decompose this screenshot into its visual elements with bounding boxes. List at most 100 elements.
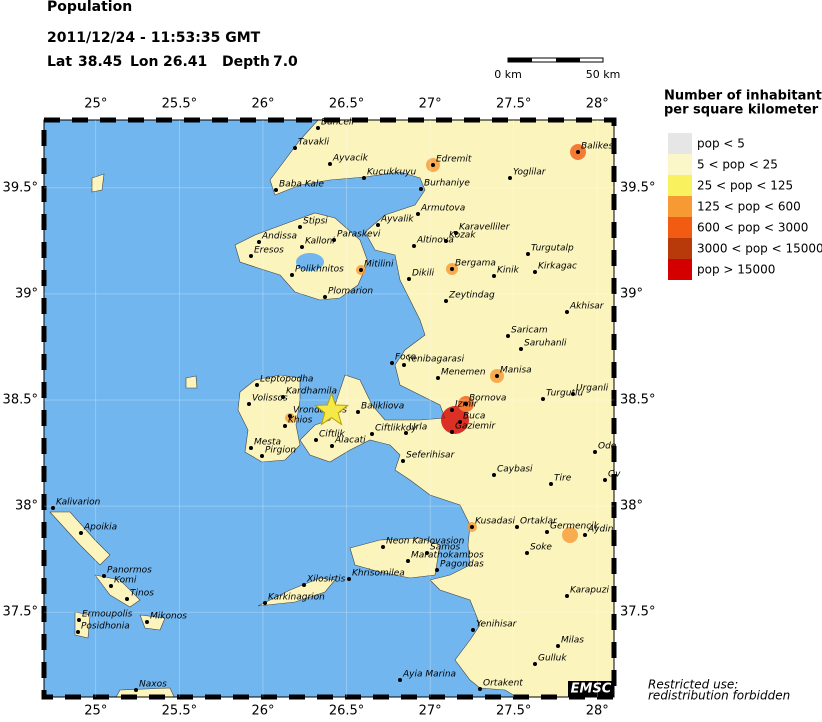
place-label: Posidhonia [81,622,130,632]
place-label: Balikesi [581,142,616,152]
epicenter [313,392,350,426]
place-label: Yenibagarasi [407,355,465,365]
place-label: Armutova [420,204,465,214]
x-tick-label: 28° [586,97,609,112]
place-dot [370,432,374,436]
datetime: 2011/12/24 - 11:53:35 GMT [47,30,261,46]
place-dot [450,408,454,412]
place-dot [328,162,332,166]
place-dot [323,295,327,299]
place-dot [362,176,366,180]
place-dot [247,402,251,406]
y-tick-label: 37.5° [3,605,38,620]
place-label: Samos [430,543,461,553]
legend-label: 5 < pop < 25 [697,158,778,172]
depth-value: 7.0 [273,54,298,70]
x-tick-label: 25.5° [162,97,197,112]
place-label: Altinova [416,236,454,246]
place-dot [404,431,408,435]
place-dot [255,383,259,387]
legend-label: pop > 15000 [697,263,775,277]
place-label: Marathokambos [411,551,484,561]
legend-swatch [668,133,692,154]
place-dot [316,126,320,130]
place-label: Ode [598,442,617,452]
place-label: Vrondadhos [293,406,347,416]
place-dot [407,277,411,281]
y-tick-label: 39° [620,286,643,301]
legend-title: per square kilometer [664,103,819,118]
place-label: Eresos [254,246,284,256]
legend-swatch [668,238,692,259]
place-dot [541,397,545,401]
place-dot [281,395,285,399]
place-dot [381,545,385,549]
place-dot [249,446,253,450]
place-label: Menemen [441,368,486,378]
place-label: Karkinagrion [268,593,325,603]
x-tick-label: 27.5° [496,97,531,112]
x-tick-label: 27° [419,704,442,719]
place-dot [314,438,318,442]
place-dot [263,601,267,605]
place-label: Kalivarion [56,498,101,508]
place-dot [495,374,499,378]
place-dot [376,223,380,227]
place-dot [565,310,569,314]
x-tick-label: 26.5° [329,704,364,719]
place-dot [533,270,537,274]
place-label: Panormos [107,566,152,576]
place-dot [290,273,294,277]
place-dot [525,551,529,555]
place-dot [356,410,360,414]
place-label: Khios [288,416,313,426]
place-label: Saruhanli [524,339,567,349]
place-dot [565,594,569,598]
place-dot [519,347,523,351]
place-label: Ciftlik [319,430,345,440]
place-dot [134,688,138,692]
place-label: Ortaklar [520,517,558,527]
place-dot [359,268,363,272]
legend-label: 3000 < pop < 15000 [697,242,822,256]
place-dot [571,392,575,396]
place-dot [330,444,334,448]
place-label: Polikhnitos [295,265,344,275]
place-label: Foca [395,353,416,363]
place-dot [402,363,406,367]
place-dot [109,584,113,588]
legend-swatch [668,217,692,238]
lon-label: Lon [130,54,159,70]
place-label: Naxos [139,680,167,690]
place-dot [515,525,519,529]
legend-label: 25 < pop < 125 [697,179,793,193]
place-label: Mikonos [150,612,187,622]
place-label: Urganli [576,384,609,394]
place-label: Plomarion [328,287,373,297]
place-dot [545,530,549,534]
place-label: Karavelliler [459,223,511,233]
legend-swatch [668,175,692,196]
logo: EMSC [571,682,612,697]
place-dot [260,454,264,458]
place-label: Andissa [261,232,297,242]
place-dot [76,630,80,634]
place-label: Tavakli [298,138,330,148]
place-dot [77,618,81,622]
place-dot [471,628,475,632]
place-label: Tire [554,474,572,484]
place-dot [398,678,402,682]
place-label: Germencik [550,522,600,532]
place-dot [249,254,253,258]
legend-swatch [668,196,692,217]
place-dot [508,176,512,180]
place-label: Karapuzi [570,586,609,596]
place-label: Yoglilar [513,168,547,178]
place-dot [425,551,429,555]
place-label: Ayvalik [380,215,414,225]
place-dot [390,361,394,365]
place-label: Tinos [130,589,154,599]
place-dot [478,687,482,691]
place-label: Ciftlikkoy [375,424,417,434]
